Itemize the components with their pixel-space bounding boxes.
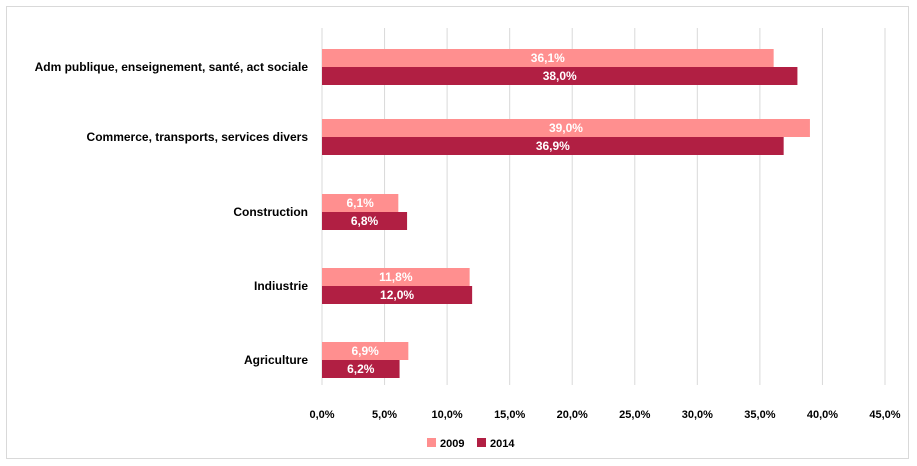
data-label-2009: 36,1% (531, 51, 565, 65)
legend-swatch-2009 (427, 438, 436, 447)
bar-2009 (322, 342, 409, 360)
legend-label-2009: 2009 (440, 438, 464, 450)
x-tick-label: 40,0% (807, 409, 838, 421)
category-label: Commerce, transports, services divers (87, 130, 309, 144)
x-tick-label: 0,0% (309, 409, 334, 421)
bar-2009 (322, 49, 774, 67)
x-tick-label: 25,0% (619, 409, 650, 421)
x-tick-label: 5,0% (372, 409, 397, 421)
category-label: Agriculture (244, 353, 308, 367)
bar-2009 (322, 194, 399, 212)
data-label-2014: 36,9% (536, 139, 570, 153)
bar-2014 (322, 67, 798, 85)
legend-swatch-2014 (477, 438, 486, 447)
data-label-2014: 6,2% (347, 362, 375, 376)
bar-2014 (322, 212, 408, 230)
x-tick-label: 20,0% (557, 409, 588, 421)
bar-2009 (322, 268, 470, 286)
data-label-2014: 6,8% (351, 214, 379, 228)
data-label-2009: 39,0% (549, 121, 583, 135)
category-label: Construction (233, 205, 308, 219)
data-label-2009: 6,1% (346, 196, 374, 210)
bar-2014 (322, 137, 784, 155)
data-label-2014: 38,0% (543, 69, 577, 83)
x-tick-label: 15,0% (494, 409, 525, 421)
bar-2009 (322, 119, 810, 137)
data-label-2009: 6,9% (351, 344, 379, 358)
category-label: Indiustrie (254, 279, 308, 293)
x-tick-label: 30,0% (682, 409, 713, 421)
data-label-2009: 11,8% (379, 270, 413, 284)
category-label: Adm publique, enseignement, santé, act s… (35, 60, 309, 74)
legend-label-2014: 2014 (490, 438, 515, 450)
x-tick-label: 45,0% (869, 409, 900, 421)
x-tick-label: 10,0% (432, 409, 463, 421)
bar-2014 (322, 286, 473, 304)
bar-2014 (322, 360, 400, 378)
data-label-2014: 12,0% (380, 288, 414, 302)
x-tick-label: 35,0% (744, 409, 775, 421)
